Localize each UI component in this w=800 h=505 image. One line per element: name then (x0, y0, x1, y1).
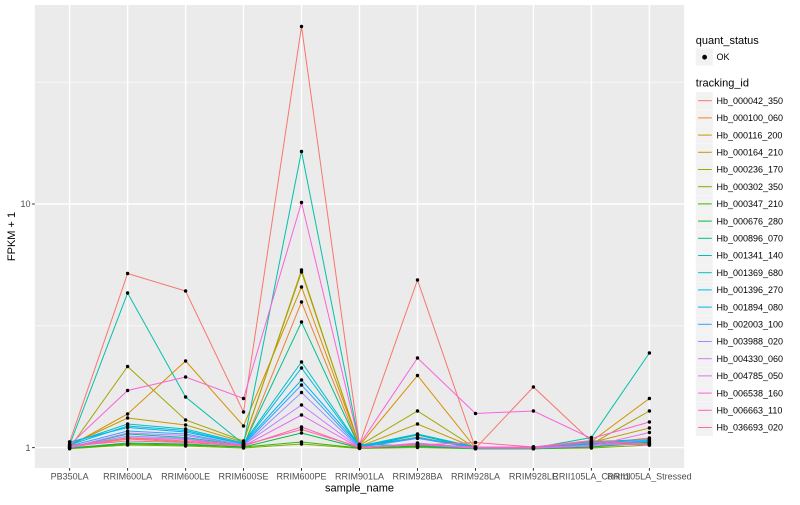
svg-text:RRIM901LA: RRIM901LA (335, 472, 384, 482)
svg-text:RRII105LA_Stressed: RRII105LA_Stressed (607, 472, 692, 482)
svg-text:Hb_001396_270: Hb_001396_270 (717, 285, 784, 295)
svg-text:Hb_000100_060: Hb_000100_060 (717, 113, 784, 123)
svg-text:10: 10 (20, 199, 30, 209)
svg-text:Hb_000896_070: Hb_000896_070 (717, 234, 784, 244)
svg-text:FPKM + 1: FPKM + 1 (6, 212, 18, 261)
svg-text:Hb_000116_200: Hb_000116_200 (717, 130, 783, 140)
svg-text:RRIM928BA: RRIM928BA (392, 472, 442, 482)
svg-text:tracking_id: tracking_id (696, 78, 749, 90)
svg-text:RRIM928LA: RRIM928LA (451, 472, 500, 482)
svg-text:Hb_001894_080: Hb_001894_080 (717, 302, 784, 312)
svg-text:sample_name: sample_name (325, 483, 394, 495)
svg-text:RRIM600LE: RRIM600LE (161, 472, 210, 482)
svg-text:RRIM928LE: RRIM928LE (509, 472, 558, 482)
svg-text:RRIM600LA: RRIM600LA (103, 472, 152, 482)
svg-text:Hb_006663_110: Hb_006663_110 (717, 406, 783, 416)
svg-text:RRII105LA_Control: RRII105LA_Control (552, 472, 630, 482)
svg-text:Hb_036693_020: Hb_036693_020 (717, 423, 784, 433)
svg-text:Hb_002003_100: Hb_002003_100 (717, 320, 784, 330)
svg-text:PB350LA: PB350LA (51, 472, 89, 482)
svg-text:Hb_000347_210: Hb_000347_210 (717, 199, 784, 209)
svg-text:quant_status: quant_status (696, 35, 759, 47)
svg-text:Hb_004330_060: Hb_004330_060 (717, 354, 784, 364)
svg-text:Hb_000302_350: Hb_000302_350 (717, 182, 784, 192)
svg-text:Hb_000676_280: Hb_000676_280 (717, 216, 784, 226)
svg-text:Hb_006538_160: Hb_006538_160 (717, 388, 784, 398)
svg-text:Hb_000164_210: Hb_000164_210 (717, 148, 784, 158)
svg-text:RRIM600PE: RRIM600PE (276, 472, 326, 482)
svg-text:1: 1 (25, 443, 30, 453)
svg-text:OK: OK (717, 52, 730, 62)
svg-text:Hb_001341_140: Hb_001341_140 (717, 251, 784, 261)
svg-text:Hb_004785_050: Hb_004785_050 (717, 371, 784, 381)
svg-text:Hb_000236_170: Hb_000236_170 (717, 165, 784, 175)
svg-text:Hb_003988_020: Hb_003988_020 (717, 337, 784, 347)
svg-text:Hb_000042_350: Hb_000042_350 (717, 96, 784, 106)
svg-text:Hb_001369_680: Hb_001369_680 (717, 268, 784, 278)
svg-text:RRIM600SE: RRIM600SE (218, 472, 268, 482)
